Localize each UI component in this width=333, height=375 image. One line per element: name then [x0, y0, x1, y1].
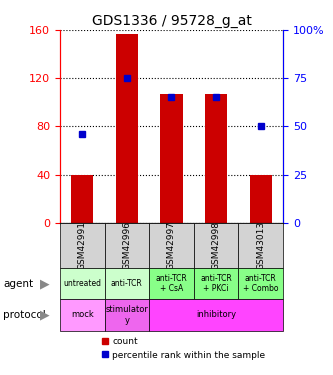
- Bar: [71, 175, 93, 223]
- Text: anti-TCR: anti-TCR: [111, 279, 143, 288]
- FancyBboxPatch shape: [238, 268, 283, 299]
- Text: GSM43013: GSM43013: [256, 221, 265, 270]
- FancyBboxPatch shape: [149, 299, 283, 331]
- Text: ▶: ▶: [40, 309, 50, 321]
- Text: GSM42996: GSM42996: [122, 221, 132, 270]
- Text: GSM42991: GSM42991: [78, 221, 87, 270]
- Bar: [116, 34, 138, 223]
- Legend: count, percentile rank within the sample: count, percentile rank within the sample: [98, 333, 269, 363]
- FancyBboxPatch shape: [194, 268, 238, 299]
- Text: anti-TCR
+ PKCi: anti-TCR + PKCi: [200, 274, 232, 293]
- Bar: [205, 94, 227, 223]
- Text: ▶: ▶: [40, 277, 50, 290]
- Bar: [249, 175, 272, 223]
- Text: GSM42998: GSM42998: [211, 221, 221, 270]
- Text: untreated: untreated: [63, 279, 101, 288]
- Text: GSM42997: GSM42997: [167, 221, 176, 270]
- FancyBboxPatch shape: [194, 223, 238, 268]
- Text: anti-TCR
+ Combo: anti-TCR + Combo: [243, 274, 278, 293]
- Text: mock: mock: [71, 310, 94, 320]
- FancyBboxPatch shape: [149, 223, 194, 268]
- FancyBboxPatch shape: [238, 223, 283, 268]
- FancyBboxPatch shape: [60, 268, 105, 299]
- Text: stimulator
y: stimulator y: [106, 305, 148, 325]
- FancyBboxPatch shape: [105, 268, 149, 299]
- Text: protocol: protocol: [3, 310, 46, 320]
- FancyBboxPatch shape: [105, 299, 149, 331]
- Text: anti-TCR
+ CsA: anti-TCR + CsA: [156, 274, 187, 293]
- FancyBboxPatch shape: [149, 268, 194, 299]
- Text: agent: agent: [3, 279, 33, 289]
- FancyBboxPatch shape: [105, 223, 149, 268]
- FancyBboxPatch shape: [60, 223, 105, 268]
- Bar: [161, 94, 182, 223]
- Text: inhibitory: inhibitory: [196, 310, 236, 320]
- FancyBboxPatch shape: [60, 299, 105, 331]
- Title: GDS1336 / 95728_g_at: GDS1336 / 95728_g_at: [92, 13, 251, 28]
